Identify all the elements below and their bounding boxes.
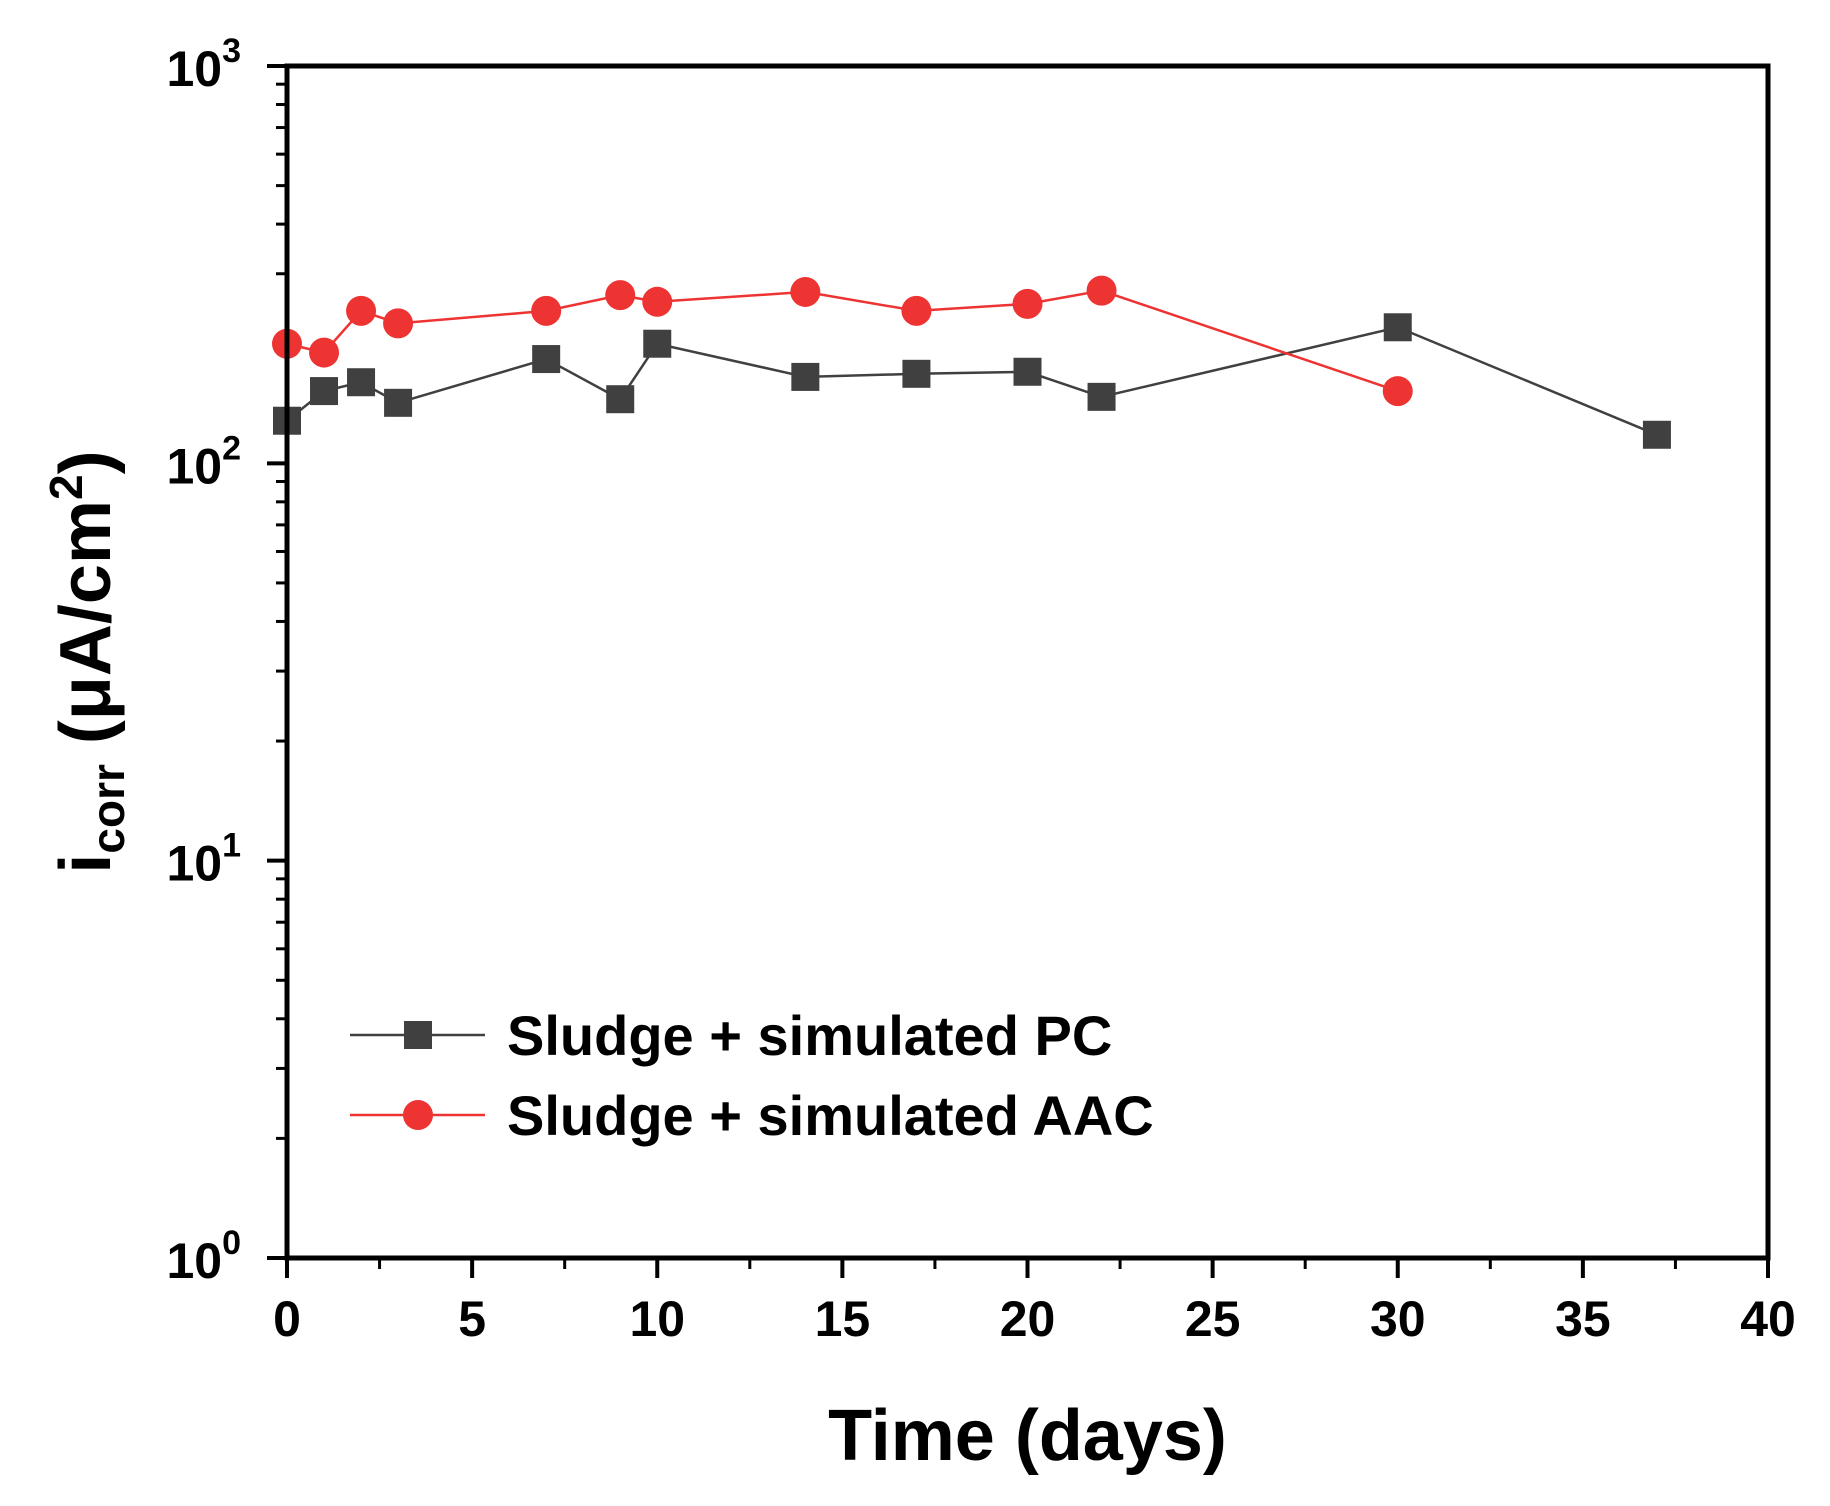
data-point [1087,382,1116,411]
data-point [1086,275,1117,306]
data-point [384,388,413,417]
legend-label: Sludge + simulated PC [507,1004,1112,1067]
series-layer [272,275,1671,449]
y-tick-label-exponent: 0 [222,1224,241,1262]
y-tick-label-exponent: 2 [222,429,241,467]
x-tick-label: 40 [1740,1291,1796,1347]
data-point [1012,288,1043,319]
data-point [347,368,376,397]
data-point [605,280,636,311]
data-point [532,345,561,374]
data-point [1383,313,1412,342]
y-axis-title-superscript: 2 [40,474,92,500]
y-tick-label-exponent: 1 [222,827,241,865]
data-point [642,286,673,317]
data-point [643,329,672,358]
x-tick-labels: 0 5 10 15 20 25 30 35 40 [273,1291,1796,1347]
data-point [791,362,820,391]
x-tick-label: 35 [1555,1291,1611,1347]
data-point [1642,420,1671,449]
x-tick-label: 5 [458,1291,486,1347]
legend-label: Sludge + simulated AAC [507,1084,1154,1147]
data-point [606,385,635,414]
legend-marker [404,1021,432,1049]
data-point [1382,376,1413,407]
y-tick-label: 101 [166,827,241,892]
series-1 [273,313,1671,449]
major-ticks [267,64,1770,1278]
y-axis-title-close: ) [46,450,126,474]
data-point [309,337,340,368]
y-tick-label-exponent: 3 [222,32,241,70]
x-tick-label: 30 [1370,1291,1426,1347]
data-point [531,295,562,326]
data-point [383,308,414,339]
data-point [310,377,339,406]
y-tick-label: 102 [166,429,241,494]
x-tick-label: 0 [273,1291,301,1347]
y-tick-label: 103 [166,32,241,97]
x-axis-title: Time (days) [828,1396,1227,1476]
y-tick-label: 100 [166,1224,241,1289]
x-tick-label: 10 [629,1291,685,1347]
y-tick-label-base: 10 [166,41,222,97]
data-point [902,359,931,388]
y-axis-title-units: (μA/cm [46,500,126,764]
data-point [346,295,377,326]
y-axis-title-base: i [46,854,126,874]
y-tick-label-base: 10 [166,1233,222,1289]
data-point [901,295,932,326]
series-2 [272,275,1413,407]
plot-frame [284,63,1771,1261]
series-line [286,325,1658,436]
y-tick-label-base: 10 [166,438,222,494]
y-axis-title-subscript: corr [82,764,134,854]
data-point [790,276,821,307]
data-point [1013,357,1042,386]
x-tick-label: 15 [815,1291,871,1347]
legend: Sludge + simulated PC Sludge + simulated … [350,1004,1154,1147]
y-tick-label-base: 10 [166,836,222,892]
x-tick-label: 20 [1000,1291,1056,1347]
x-tick-label: 25 [1185,1291,1241,1347]
legend-marker [403,1100,433,1130]
y-axis-title: icorr (μA/cm2) [40,450,134,873]
